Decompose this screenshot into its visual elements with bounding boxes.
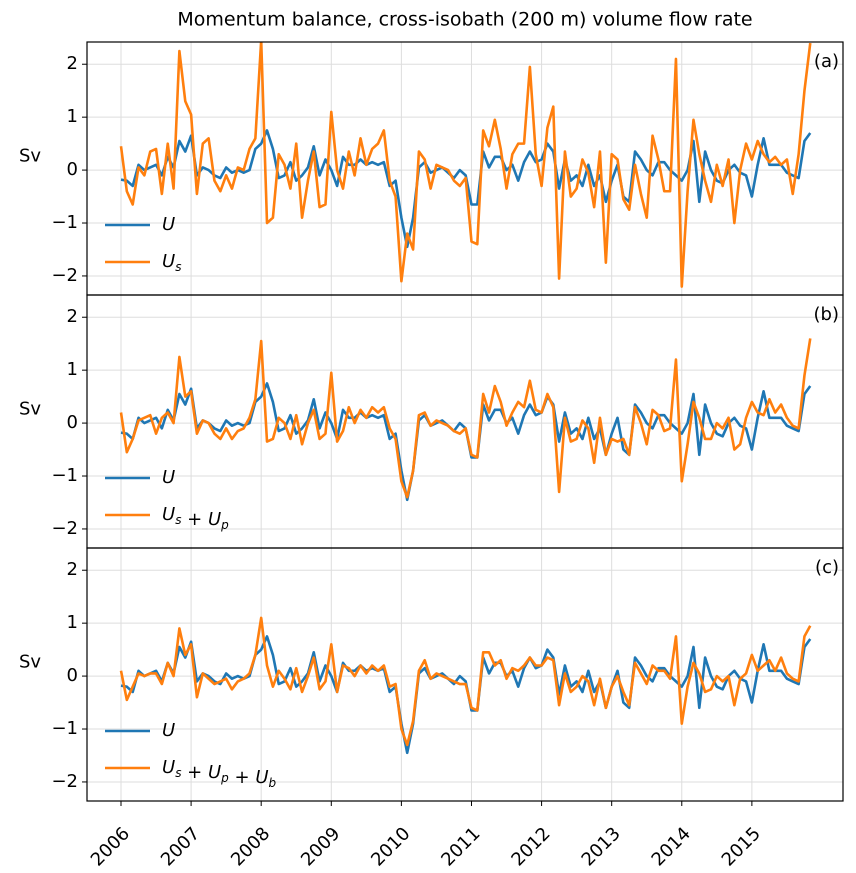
x-tick-label: 2007 — [157, 823, 204, 870]
panel-label: (a) — [814, 51, 839, 72]
x-tick-label: 2010 — [367, 823, 414, 870]
series-line — [119, 42, 812, 288]
y-tick-label: 0 — [67, 159, 78, 180]
series-line — [120, 382, 812, 502]
y-tick-label: 0 — [67, 665, 78, 686]
y-tick-label: 1 — [67, 612, 78, 633]
legend-label: U — [162, 214, 175, 235]
panel-label: (c) — [815, 557, 839, 578]
legend-label: Us — [162, 251, 181, 274]
y-tick-label: −1 — [51, 718, 78, 739]
legend-label: Us + Up + Ub — [162, 757, 277, 790]
y-tick-label: 2 — [67, 53, 78, 74]
y-tick-label: −2 — [51, 771, 78, 792]
y-tick-label: 1 — [67, 359, 78, 380]
x-tick-label: 2013 — [578, 823, 625, 870]
x-tick-label: 2011 — [437, 823, 484, 870]
series-line — [120, 635, 812, 755]
plot-area — [119, 338, 812, 502]
y-tick-label: 1 — [67, 106, 78, 127]
x-tick-label: 2014 — [648, 823, 695, 870]
series-line — [119, 616, 812, 747]
y-tick-label: −2 — [51, 518, 78, 539]
y-tick-label: −1 — [51, 212, 78, 233]
y-tick-label: −1 — [51, 465, 78, 486]
y-tick-label: 0 — [67, 412, 78, 433]
plot-area — [119, 42, 812, 288]
y-tick-label: 2 — [67, 306, 78, 327]
plot-area — [119, 616, 812, 755]
x-tick-label: 2015 — [718, 823, 765, 870]
legend-label: U — [162, 720, 175, 741]
y-axis-label: Sv — [19, 146, 41, 167]
x-tick-label: 2006 — [87, 823, 134, 870]
panel-label: (b) — [814, 304, 839, 325]
y-tick-label: 2 — [67, 559, 78, 580]
series-line — [119, 338, 812, 499]
y-axis-label: Sv — [19, 399, 41, 420]
panel-frame — [86, 547, 844, 802]
legend-label: Us + Up — [162, 504, 229, 532]
x-tick-label: 2012 — [507, 823, 554, 870]
legend-label: U — [162, 467, 175, 488]
x-tick-label: 2008 — [227, 823, 274, 870]
y-axis-label: Sv — [19, 652, 41, 673]
chart-title: Momentum balance, cross-isobath (200 m) … — [177, 9, 752, 31]
x-tick-label: 2009 — [297, 823, 344, 870]
y-tick-label: −2 — [51, 265, 78, 286]
